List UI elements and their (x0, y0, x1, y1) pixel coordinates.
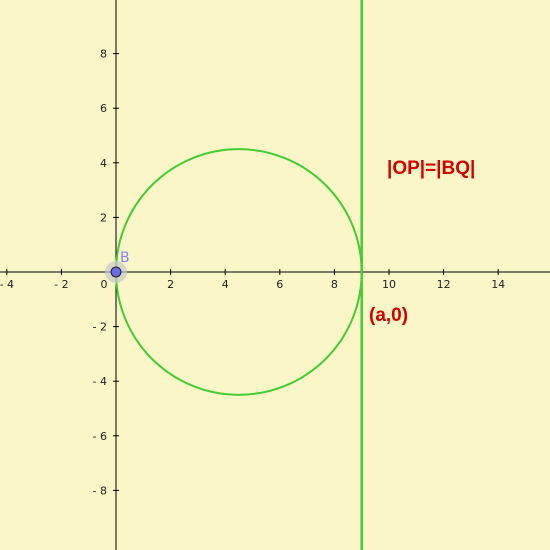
y-tick-label: 6 (100, 102, 107, 115)
y-tick-label: 2 (100, 211, 107, 224)
x-tick-label: 2 (167, 278, 174, 291)
x-tick-label: 4 (222, 278, 229, 291)
x-tick-label: - 4 (0, 278, 14, 291)
point-b[interactable] (105, 261, 127, 283)
point-b-label: B (120, 250, 130, 266)
x-tick-label: 6 (276, 278, 283, 291)
y-tick-label: 8 (100, 48, 107, 61)
point-a-annotation: (a,0) (369, 305, 408, 326)
x-tick-label: 14 (491, 278, 505, 291)
point-b-marker[interactable] (110, 266, 122, 278)
y-tick-label: - 4 (93, 375, 107, 388)
x-tick-label: 12 (437, 278, 451, 291)
y-tick-label: - 2 (93, 321, 107, 334)
x-tick-label: - 2 (54, 278, 68, 291)
x-tick-label: 0 (101, 278, 108, 291)
y-tick-label: - 8 (93, 484, 107, 497)
y-tick-label: - 6 (93, 430, 107, 443)
equation-annotation: |OP|=|BQ| (387, 158, 475, 179)
x-tick-label: 8 (331, 278, 338, 291)
y-tick-label: 4 (100, 157, 107, 170)
x-tick-label: 10 (382, 278, 396, 291)
axis-ticks: - 4 - 2 0 2 4 6 8 10 12 14 - 8 - 6 - 4 - 2 2 4 6 8 (0, 48, 505, 498)
